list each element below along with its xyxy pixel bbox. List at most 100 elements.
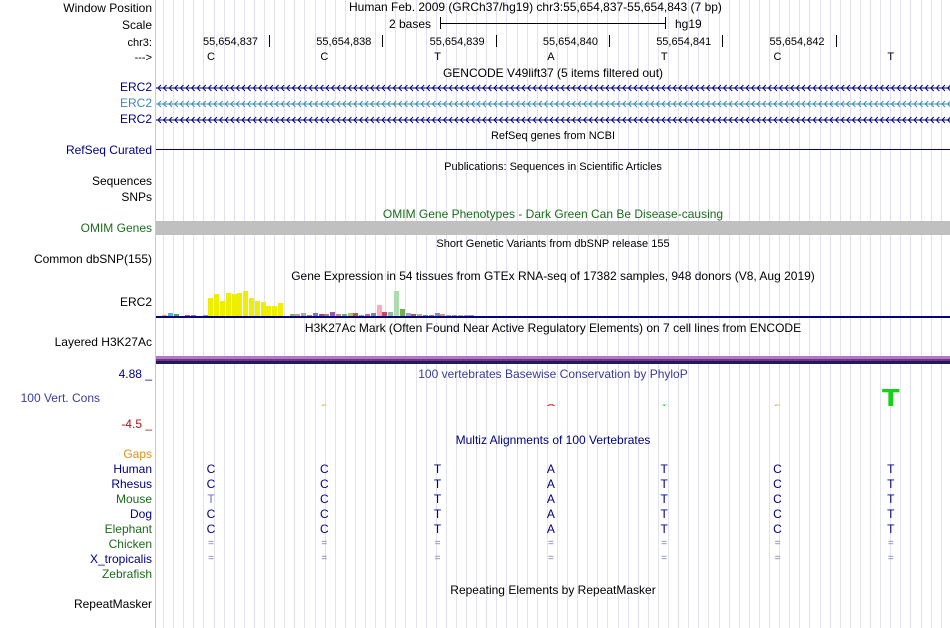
grid-line [193,0,195,628]
gtex-tissue-bar[interactable] [260,301,266,316]
alignment-base: A [546,507,555,521]
gtex-tissue-bar[interactable] [469,314,475,316]
species-label-zebrafish: Zebrafish [101,567,152,581]
gtex-tissue-bar[interactable] [243,290,249,316]
gtex-tissue-bar[interactable] [347,313,353,316]
gencode-transcripts[interactable] [156,79,950,139]
repeatmasker-track-label[interactable]: RepeatMasker [73,597,152,611]
gtex-tissue-bar[interactable] [173,313,179,316]
gtex-tissue-bar[interactable] [423,314,428,316]
gtex-tissue-bar[interactable] [214,293,220,316]
gencode-transcript[interactable] [156,116,950,124]
gtex-tissue-bar[interactable] [225,292,231,316]
gtex-tissue-bar[interactable] [249,298,254,316]
browser-track-image[interactable]: Human Feb. 2009 (GRCh37/hg19) chr3:55,65… [156,0,950,628]
gtex-tissue-bar[interactable] [411,313,417,316]
grid-line [678,0,680,628]
alignment-base: = [208,553,214,564]
gtex-tissue-bar[interactable] [231,293,237,316]
gtex-tissue-bar[interactable] [167,313,173,316]
grid-line [799,0,801,628]
gtex-tissue-bar[interactable] [452,314,457,316]
grid-line [657,0,659,628]
gtex-tissue-bar[interactable] [237,292,243,316]
omim-track-label[interactable]: OMIM Genes [80,221,152,235]
gtex-tissue-bar[interactable] [324,313,330,316]
gtex-tissue-bar[interactable] [446,314,452,316]
phylop-track-label[interactable]: 100 Vert. Cons [20,391,100,405]
gtex-tissue-bar[interactable] [318,313,324,316]
alignment-base: T [207,492,215,506]
gtex-tissue-bar[interactable] [341,314,347,316]
gtex-tissue-bar[interactable] [295,313,301,316]
gtex-tissue-bar[interactable] [417,313,423,316]
gtex-tissue-bar[interactable] [272,305,278,316]
snps-track-label[interactable]: SNPs [121,190,152,204]
gtex-tissue-bar[interactable] [365,313,370,316]
gtex-track-label[interactable]: ERC2 [119,295,152,309]
grid-line [637,0,639,628]
gaps-track-label[interactable]: Gaps [123,447,152,461]
h3k27ac-track-label[interactable]: Layered H3K27Ac [54,335,152,349]
gtex-tissue-bar[interactable] [399,309,405,316]
omim-phenotype-band[interactable] [156,221,950,235]
gtex-tissue-bar[interactable] [388,312,394,316]
h3k27ac-signal-bottom[interactable] [156,361,950,364]
gtex-tissue-bar[interactable] [301,313,307,316]
ruler-tick [722,35,724,47]
grid-line [556,0,558,628]
gtex-tissue-bar[interactable] [202,314,208,316]
gtex-expression-bars[interactable] [156,284,950,316]
gencode-transcript-label[interactable]: ERC2 [119,96,152,110]
gtex-tissue-bar[interactable] [191,315,196,316]
gtex-tissue-bar[interactable] [254,301,260,316]
gtex-tissue-bar[interactable] [307,314,312,316]
gencode-transcript[interactable] [156,100,950,108]
sequences-track-label[interactable]: Sequences [91,174,152,188]
grid-line [718,0,720,628]
grid-line [910,0,912,628]
gtex-tissue-bar[interactable] [428,314,434,316]
gtex-tissue-bar[interactable] [382,311,388,316]
gtex-tissue-bar[interactable] [405,313,411,316]
refseq-gene-line[interactable] [156,149,950,150]
ruler-position-label: 55,654,839 [429,36,485,48]
gtex-tissue-bar[interactable] [394,291,399,316]
gencode-transcript[interactable] [156,84,950,92]
gtex-tissue-bar[interactable] [457,314,463,316]
gtex-tissue-bar[interactable] [208,298,214,316]
alignment-base: = [774,538,781,549]
refseq-track-label[interactable]: RefSeq Curated [65,143,152,157]
ruler-base: C [773,51,782,63]
gencode-transcript-label[interactable]: ERC2 [119,112,152,126]
gtex-tissue-bar[interactable] [440,314,446,316]
gtex-tissue-bar[interactable] [370,313,376,316]
h3k27ac-signal-mid[interactable] [156,359,950,361]
gtex-tissue-bar[interactable] [330,311,336,316]
grid-line [455,0,457,628]
gtex-tissue-bar[interactable] [278,303,283,316]
alignment-base: T [887,507,895,521]
gtex-tissue-bar[interactable] [463,314,469,316]
gtex-tissue-bar[interactable] [289,314,295,316]
grid-line [769,0,770,628]
alignment-base: T [660,492,668,506]
gtex-tissue-bar[interactable] [353,313,359,316]
gencode-transcript-label[interactable]: ERC2 [119,80,152,94]
gtex-tissue-bar[interactable] [359,314,365,316]
gtex-tissue-bar[interactable] [162,314,167,316]
gtex-tissue-bar[interactable] [336,313,341,316]
alignment-base: = [434,538,441,549]
dbsnp-track-label[interactable]: Common dbSNP(155) [33,252,152,266]
gtex-tissue-bar[interactable] [266,306,272,316]
grid-line [839,0,841,628]
grid-line [900,0,902,628]
gtex-tissue-bar[interactable] [220,301,225,316]
gtex-tissue-bar[interactable] [185,315,191,316]
gtex-tissue-bar[interactable] [376,304,382,316]
gtex-tissue-bar[interactable] [312,313,318,316]
alignment-base: T [660,507,668,521]
h3k27ac-signal-top[interactable] [156,356,950,359]
gtex-tissue-bar[interactable] [434,313,440,316]
